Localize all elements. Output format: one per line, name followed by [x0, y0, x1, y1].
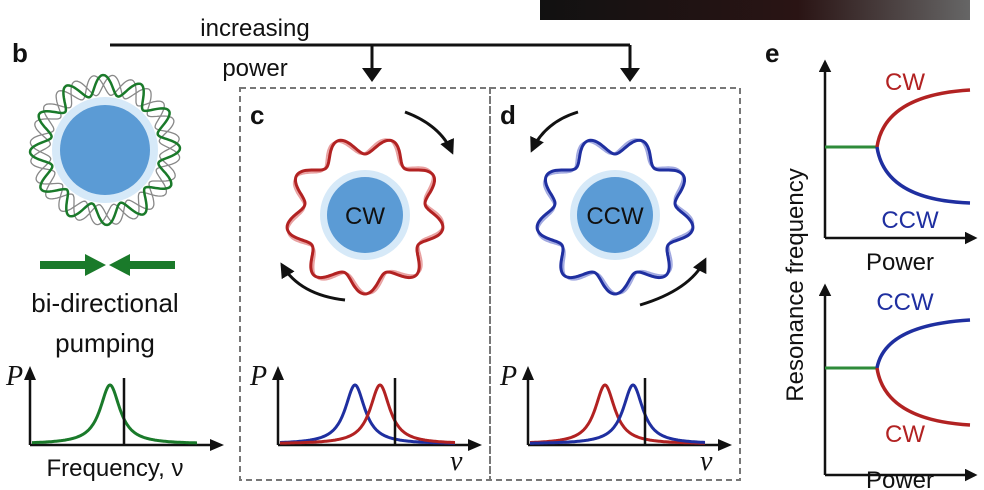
rotation-arrow	[280, 262, 346, 302]
axis-label: P	[249, 361, 267, 392]
resonance	[530, 383, 705, 445]
axis-label: Frequency, ν	[47, 455, 184, 482]
resonator	[60, 105, 150, 195]
pump-wave	[28, 73, 182, 227]
cw-branch	[875, 367, 971, 427]
photo-strip	[540, 0, 970, 20]
panel-label: b	[12, 38, 28, 68]
arrow-heads	[362, 68, 640, 82]
wave-trace	[287, 138, 445, 295]
axes	[28, 378, 212, 447]
axes	[276, 378, 470, 447]
spectrum	[272, 366, 482, 451]
ccw-branch	[875, 146, 971, 205]
standing-wave	[29, 74, 181, 226]
panel-box	[239, 87, 491, 481]
branch-label: CCW	[876, 289, 934, 316]
axis-arrow	[272, 366, 482, 451]
axis-arrow	[522, 366, 732, 451]
axis-label: P	[5, 361, 23, 392]
standing-wave	[30, 75, 180, 225]
caption: bi-directional	[31, 288, 178, 318]
spectrum	[24, 366, 224, 451]
wave	[535, 138, 695, 296]
wave	[285, 138, 445, 296]
panel-box	[489, 87, 741, 481]
resonator	[327, 177, 403, 253]
ccw-branch	[875, 318, 971, 369]
ring-label: CW	[345, 203, 385, 230]
axes	[526, 378, 720, 447]
branch-label: CW	[885, 69, 925, 96]
axis-label: ν	[700, 446, 713, 477]
caption: pumping	[55, 328, 155, 358]
spectrum	[522, 366, 732, 451]
branch-label: CCW	[881, 207, 939, 234]
resonator	[577, 177, 653, 253]
axis-label: Resonance frequency	[782, 168, 809, 401]
rotation-arrow	[404, 110, 454, 155]
wave-ring	[28, 73, 182, 227]
resonance	[279, 383, 455, 445]
axes	[823, 68, 975, 238]
wave-ring	[285, 138, 445, 296]
branch-label: CW	[885, 421, 925, 448]
wave-trace	[537, 138, 695, 295]
pump-arrow-head	[85, 254, 106, 276]
rotation-arrow	[639, 257, 707, 307]
axis-label: ν	[450, 446, 463, 477]
axis-label: Power	[866, 467, 934, 490]
axis-label: P	[499, 361, 517, 392]
ring-label: CCW	[586, 203, 644, 230]
cw-branch	[875, 88, 971, 148]
panel-label: d	[500, 100, 516, 130]
header-text: increasing	[200, 15, 309, 42]
rotation-arrow	[530, 110, 579, 153]
resonance	[530, 383, 706, 445]
wave-ring	[535, 138, 695, 296]
resonance	[32, 383, 197, 445]
header-text: power	[222, 55, 287, 82]
panel-label: c	[250, 100, 264, 130]
pump-arrow-head	[109, 254, 130, 276]
axes	[823, 292, 975, 475]
panel-label: e	[765, 38, 779, 68]
axis-label: Power	[866, 249, 934, 276]
